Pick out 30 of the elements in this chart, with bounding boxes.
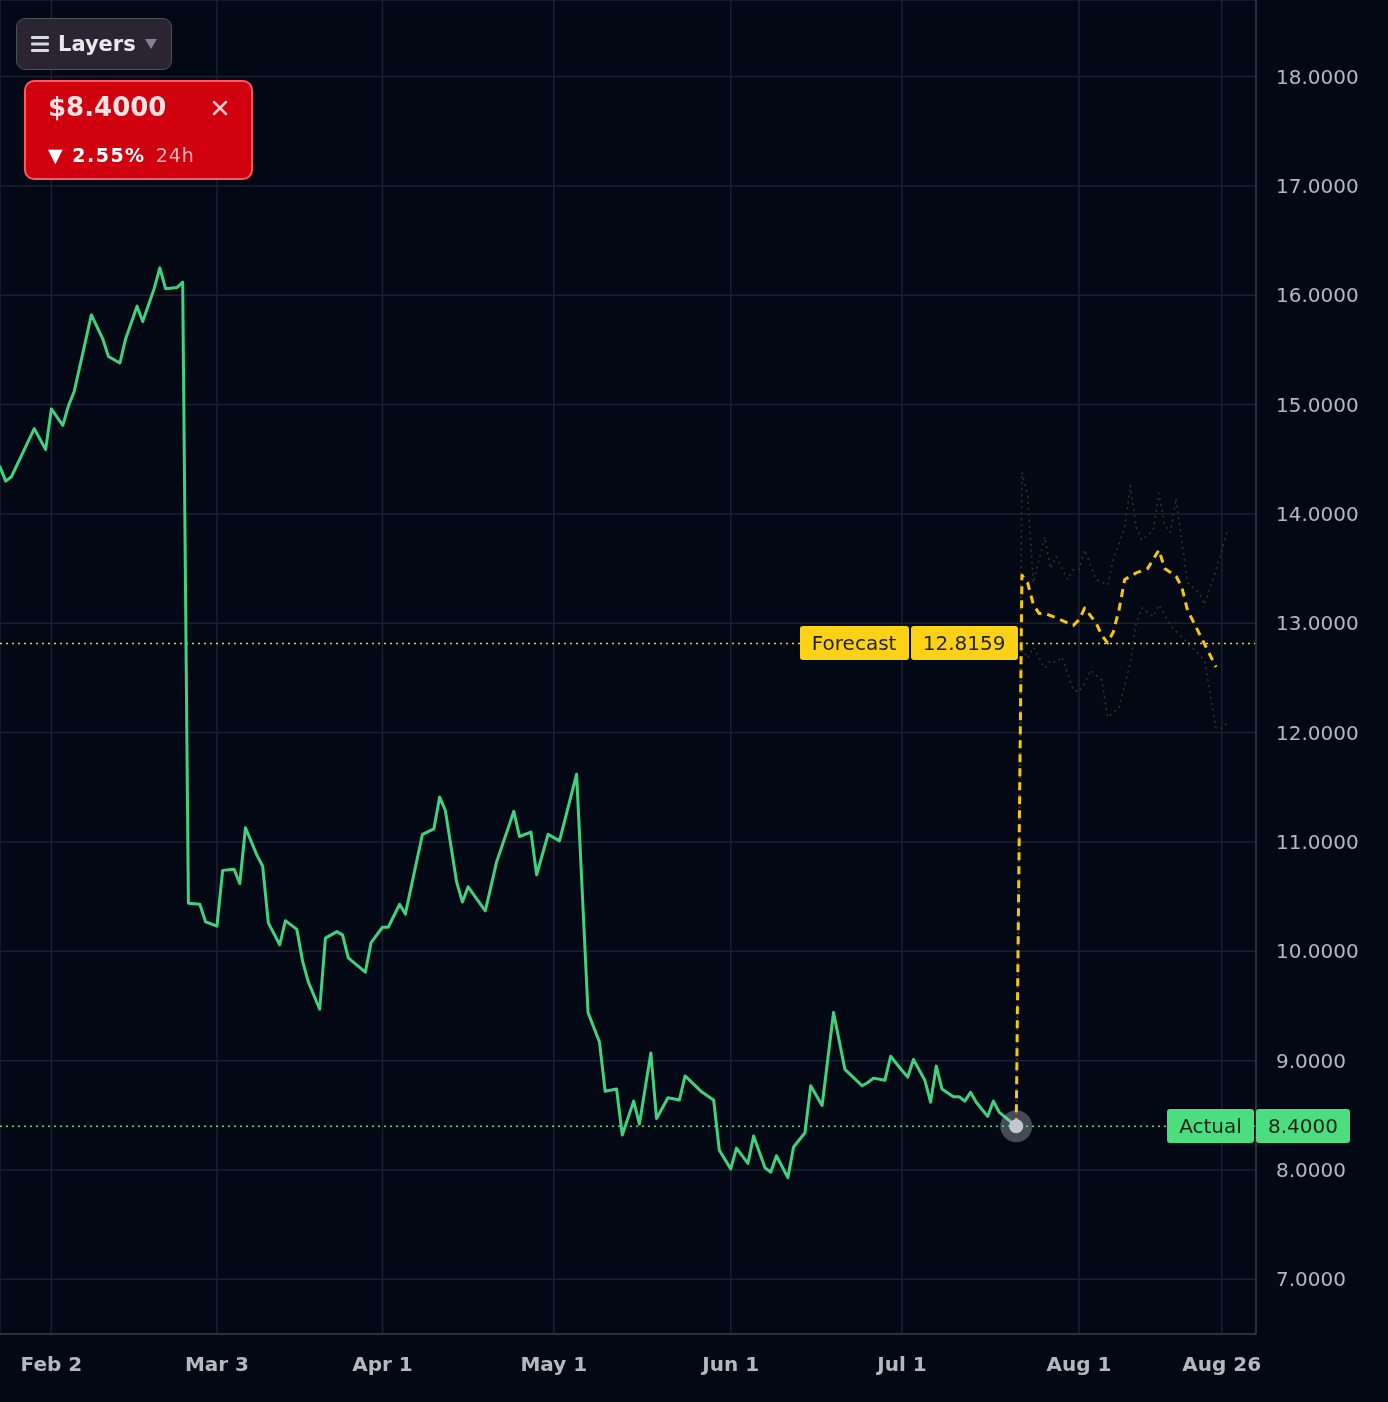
- text: 8.4000: [1268, 1114, 1338, 1139]
- price-card: $8.4000 ▼ 2.55% 24h: [24, 80, 253, 180]
- y-tick-label: 15.0000: [1276, 392, 1359, 417]
- y-tick-label: 18.0000: [1276, 64, 1359, 89]
- y-tick-label: 17.0000: [1276, 173, 1359, 198]
- annotation: 12.8159: [922, 631, 1006, 656]
- x-tick-label: Jun 1: [700, 1352, 760, 1376]
- y-tick-label: 7.0000: [1276, 1267, 1346, 1292]
- x-tick-label: May 1: [520, 1352, 588, 1376]
- y-tick-label: 10.0000: [1276, 939, 1359, 964]
- y-tick-label: 13.0000: [1276, 611, 1359, 636]
- y-tick-label: 16.0000: [1276, 283, 1359, 308]
- y-tick-label: 9.0000: [1276, 1048, 1346, 1073]
- ref-line-label: Actual: [1179, 1114, 1242, 1139]
- annotation: $8.4000: [48, 92, 167, 122]
- dropdown-button: Layers: [16, 18, 172, 70]
- annotation: 24h: [155, 144, 195, 166]
- annotation: ▼ 2.55%: [48, 144, 146, 166]
- x-tick-label: Aug 26: [1182, 1352, 1262, 1376]
- y-tick-label: 11.0000: [1276, 829, 1359, 854]
- x-tick-label: Jul 1: [875, 1352, 927, 1376]
- ref-line-label: Forecast: [811, 631, 897, 656]
- y-tick-label: 8.0000: [1276, 1157, 1346, 1182]
- x-tick-label: Mar 3: [184, 1352, 250, 1376]
- y-tick-label: 14.0000: [1276, 501, 1359, 526]
- x-tick-label: Aug 1: [1046, 1352, 1112, 1376]
- x-tick-label: Feb 2: [20, 1352, 83, 1376]
- y-tick-label: 12.0000: [1276, 720, 1359, 745]
- annotation: Layers: [58, 32, 136, 56]
- x-tick-label: Apr 1: [352, 1352, 413, 1376]
